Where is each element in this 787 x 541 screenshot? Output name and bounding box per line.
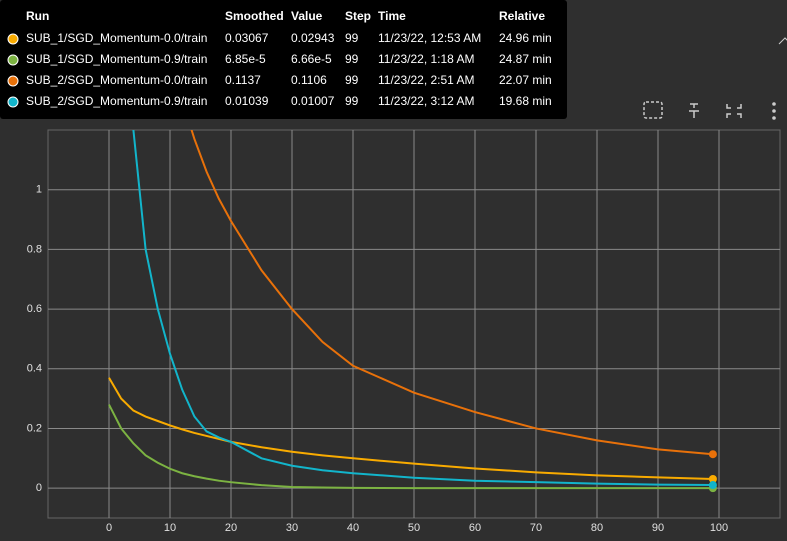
legend-swatch — [7, 54, 19, 66]
tooltip-cell: 0.1137 — [225, 73, 261, 87]
tooltip-cell: 99 — [345, 52, 359, 66]
tooltip-header: Run — [26, 9, 49, 23]
y-tick-label: 0.6 — [27, 303, 42, 315]
series-line — [108, 404, 713, 490]
tooltip-cell: 24.87 min — [499, 52, 552, 66]
x-tick-label: 10 — [164, 522, 176, 534]
tooltip-cell: 11/23/22, 1:18 AM — [378, 52, 475, 66]
tooltip-header: Relative — [499, 9, 545, 23]
x-tick-label: 100 — [710, 522, 728, 534]
x-tick-label: 30 — [286, 522, 298, 534]
collapse-icon[interactable] — [778, 37, 787, 45]
y-tick-label: 0.8 — [27, 243, 42, 255]
tooltip-cell: 6.66e-5 — [291, 52, 332, 66]
series-line — [132, 130, 713, 487]
tooltip-cell: 0.1106 — [291, 73, 327, 87]
tooltip-cell: 0.02943 — [291, 31, 335, 45]
tooltip-background — [0, 0, 567, 119]
tooltip-header: Time — [378, 9, 406, 23]
pin-button[interactable] — [689, 103, 699, 118]
y-tick-label: 0.2 — [27, 422, 42, 434]
x-tick-label: 90 — [652, 522, 664, 534]
tooltip-cell: SUB_2/SGD_Momentum-0.0/train — [26, 73, 207, 87]
legend-swatch — [7, 75, 19, 87]
fullscreen-button[interactable] — [726, 104, 742, 118]
tooltip-cell: 99 — [345, 73, 359, 87]
y-tick-label: 1 — [36, 184, 42, 196]
tooltip-header: Value — [291, 9, 323, 23]
tooltip-cell: 0.03067 — [225, 31, 269, 45]
tooltip-cell: 11/23/22, 2:51 AM — [378, 73, 475, 87]
tooltip-cell: 0.01039 — [225, 94, 269, 108]
tooltip-cell: SUB_1/SGD_Momentum-0.9/train — [26, 52, 207, 66]
tooltip-cell: 99 — [345, 94, 359, 108]
x-tick-label: 50 — [408, 522, 420, 534]
y-tick-label: 0.4 — [27, 363, 42, 375]
tooltip-cell: 19.68 min — [499, 94, 552, 108]
tooltip-cell: 6.85e-5 — [225, 52, 266, 66]
tooltip-header: Smoothed — [225, 9, 284, 23]
tooltip-cell: 11/23/22, 12:53 AM — [378, 31, 481, 45]
x-tick-label: 60 — [469, 522, 481, 534]
tooltip-cell: 11/23/22, 3:12 AM — [378, 94, 475, 108]
x-tick-label: 0 — [106, 522, 112, 534]
y-tick-label: 0 — [36, 482, 42, 494]
x-tick-label: 70 — [530, 522, 542, 534]
tooltip-cell: 22.07 min — [499, 73, 552, 87]
tooltip-cell: SUB_2/SGD_Momentum-0.9/train — [26, 94, 207, 108]
hover-point — [708, 450, 717, 459]
hover-point — [708, 474, 717, 483]
series-line — [190, 130, 713, 456]
x-tick-label: 20 — [225, 522, 237, 534]
tooltip-cell: 24.96 min — [499, 31, 552, 45]
legend-swatch — [7, 96, 19, 108]
legend-swatch — [7, 33, 19, 45]
tooltip-header: Step — [345, 9, 371, 23]
tooltip-cell: SUB_1/SGD_Momentum-0.0/train — [26, 31, 207, 45]
x-tick-label: 80 — [591, 522, 603, 534]
hover-point — [708, 481, 717, 490]
fit-domain-button[interactable] — [643, 101, 663, 119]
tooltip-cell: 0.01007 — [291, 94, 335, 108]
more-menu-button[interactable] — [772, 102, 776, 120]
tooltip-cell: 99 — [345, 31, 359, 45]
x-tick-label: 40 — [347, 522, 359, 534]
